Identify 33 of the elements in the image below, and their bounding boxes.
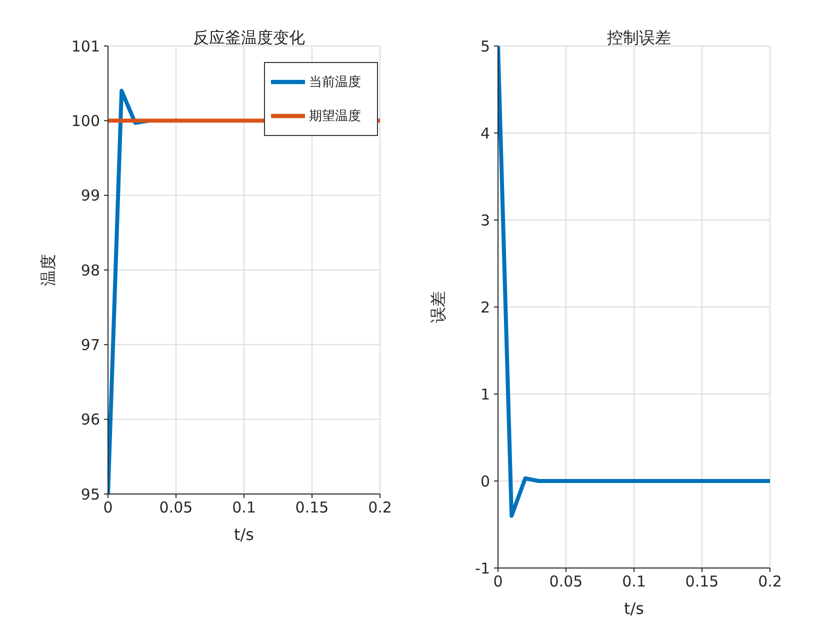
y-tick-label: 2 — [480, 298, 490, 316]
y-tick-label: 3 — [480, 211, 490, 230]
x-tick-label: 0.05 — [549, 572, 583, 591]
x-axis-title: t/s — [234, 525, 254, 544]
legend-label: 期望温度 — [309, 109, 361, 124]
x-tick-label: 0.15 — [685, 572, 719, 591]
x-tick-label: 0.2 — [758, 572, 782, 591]
chart-title: 反应釜温度变化 — [192, 28, 306, 49]
y-tick-label: 97 — [80, 336, 100, 354]
y-tick-label: 96 — [80, 410, 100, 429]
y-tick-label: 5 — [480, 37, 490, 56]
y-tick-label: 98 — [80, 261, 100, 280]
x-tick-label: 0.1 — [622, 572, 646, 591]
x-tick-label: 0.05 — [159, 498, 193, 517]
y-tick-label: 101 — [71, 37, 100, 56]
x-axis-title: t/s — [624, 599, 644, 618]
line-series — [108, 88, 151, 494]
y-tick-label: 100 — [71, 112, 100, 130]
y-tick-label: 0 — [480, 472, 490, 490]
x-tick-label: 0 — [493, 572, 503, 591]
y-axis-title: 误差 — [428, 291, 448, 323]
x-tick-label: 0 — [103, 498, 113, 517]
y-tick-label: 4 — [480, 124, 490, 142]
y-tick-label: 1 — [480, 385, 490, 404]
y-tick-label: -1 — [475, 559, 490, 578]
y-tick-label: 95 — [80, 485, 100, 504]
y-axis-title: 温度 — [38, 254, 58, 286]
x-tick-label: 0.2 — [368, 498, 392, 517]
legend-label: 当前温度 — [309, 75, 361, 90]
x-tick-label: 0.1 — [232, 498, 256, 517]
y-tick-label: 99 — [80, 186, 100, 205]
chart-title: 控制误差 — [606, 28, 672, 49]
x-tick-label: 0.15 — [295, 498, 329, 517]
